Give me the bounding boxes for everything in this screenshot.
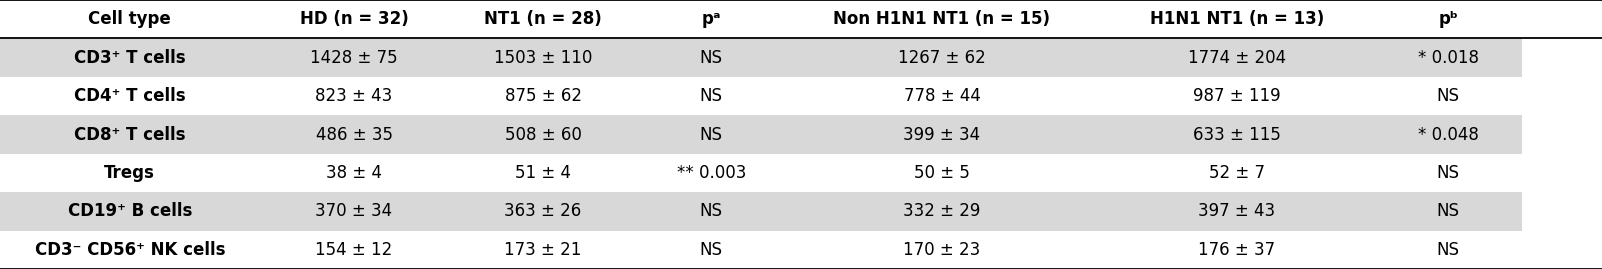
Text: CD8⁺ T cells: CD8⁺ T cells	[74, 126, 186, 143]
Text: pᵃ: pᵃ	[702, 10, 721, 28]
Text: 508 ± 60: 508 ± 60	[505, 126, 582, 143]
Bar	[638, 154, 785, 192]
Text: NS: NS	[1437, 202, 1459, 220]
Bar	[785, 77, 1099, 115]
Bar	[638, 115, 785, 154]
Bar	[785, 38, 1099, 77]
Bar	[260, 154, 449, 192]
Text: 875 ± 62: 875 ± 62	[505, 87, 582, 105]
Bar	[449, 0, 638, 38]
Bar	[1375, 154, 1522, 192]
Bar	[1099, 115, 1375, 154]
Bar	[638, 38, 785, 77]
Text: Tregs: Tregs	[104, 164, 155, 182]
Text: 38 ± 4: 38 ± 4	[327, 164, 381, 182]
Text: NS: NS	[700, 202, 723, 220]
Bar	[1375, 192, 1522, 231]
Bar	[638, 231, 785, 269]
Bar	[1099, 0, 1375, 38]
Text: 1774 ± 204: 1774 ± 204	[1187, 49, 1286, 67]
Bar	[638, 192, 785, 231]
Bar	[449, 192, 638, 231]
Bar	[0, 154, 260, 192]
Bar	[0, 38, 260, 77]
Text: 987 ± 119: 987 ± 119	[1193, 87, 1280, 105]
Bar	[0, 192, 260, 231]
Text: 363 ± 26: 363 ± 26	[505, 202, 582, 220]
Bar	[785, 115, 1099, 154]
Text: 50 ± 5: 50 ± 5	[915, 164, 969, 182]
Text: ** 0.003: ** 0.003	[676, 164, 747, 182]
Bar	[785, 0, 1099, 38]
Bar	[638, 0, 785, 38]
Text: H1N1 NT1 (n = 13): H1N1 NT1 (n = 13)	[1150, 10, 1323, 28]
Bar	[260, 231, 449, 269]
Bar	[1099, 77, 1375, 115]
Bar	[449, 77, 638, 115]
Text: CD3⁻ CD56⁺ NK cells: CD3⁻ CD56⁺ NK cells	[35, 241, 224, 259]
Text: pᵇ: pᵇ	[1439, 10, 1458, 28]
Text: * 0.048: * 0.048	[1418, 126, 1479, 143]
Text: 173 ± 21: 173 ± 21	[505, 241, 582, 259]
Text: CD3⁺ T cells: CD3⁺ T cells	[74, 49, 186, 67]
Bar	[449, 38, 638, 77]
Bar	[1375, 115, 1522, 154]
Text: Cell type: Cell type	[88, 10, 171, 28]
Text: 486 ± 35: 486 ± 35	[316, 126, 392, 143]
Bar	[260, 115, 449, 154]
Bar	[1099, 231, 1375, 269]
Bar	[260, 0, 449, 38]
Text: * 0.018: * 0.018	[1418, 49, 1479, 67]
Text: 1267 ± 62: 1267 ± 62	[899, 49, 985, 67]
Text: 399 ± 34: 399 ± 34	[904, 126, 980, 143]
Text: Non H1N1 NT1 (n = 15): Non H1N1 NT1 (n = 15)	[833, 10, 1051, 28]
Bar	[1375, 0, 1522, 38]
Text: 1503 ± 110: 1503 ± 110	[493, 49, 593, 67]
Text: 397 ± 43: 397 ± 43	[1198, 202, 1275, 220]
Text: 370 ± 34: 370 ± 34	[316, 202, 392, 220]
Text: 52 ± 7: 52 ± 7	[1210, 164, 1264, 182]
Bar	[260, 38, 449, 77]
Bar	[785, 231, 1099, 269]
Text: NS: NS	[1437, 241, 1459, 259]
Bar	[638, 77, 785, 115]
Text: 51 ± 4: 51 ± 4	[516, 164, 570, 182]
Bar	[1375, 38, 1522, 77]
Bar	[785, 154, 1099, 192]
Bar	[0, 115, 260, 154]
Text: NT1 (n = 28): NT1 (n = 28)	[484, 10, 602, 28]
Bar	[1375, 231, 1522, 269]
Bar	[0, 0, 260, 38]
Bar	[0, 77, 260, 115]
Text: NS: NS	[700, 49, 723, 67]
Bar	[0, 231, 260, 269]
Bar	[1099, 192, 1375, 231]
Bar	[260, 192, 449, 231]
Bar	[449, 154, 638, 192]
Bar	[785, 192, 1099, 231]
Bar	[1375, 77, 1522, 115]
Text: 823 ± 43: 823 ± 43	[316, 87, 392, 105]
Text: 170 ± 23: 170 ± 23	[904, 241, 980, 259]
Bar	[1099, 38, 1375, 77]
Text: NS: NS	[700, 126, 723, 143]
Text: HD (n = 32): HD (n = 32)	[300, 10, 409, 28]
Text: 176 ± 37: 176 ± 37	[1198, 241, 1275, 259]
Text: NS: NS	[1437, 87, 1459, 105]
Bar	[1099, 154, 1375, 192]
Text: 633 ± 115: 633 ± 115	[1193, 126, 1280, 143]
Text: 1428 ± 75: 1428 ± 75	[311, 49, 397, 67]
Text: CD19⁺ B cells: CD19⁺ B cells	[67, 202, 192, 220]
Text: 778 ± 44: 778 ± 44	[904, 87, 980, 105]
Text: NS: NS	[700, 87, 723, 105]
Text: 332 ± 29: 332 ± 29	[904, 202, 980, 220]
Bar	[449, 115, 638, 154]
Bar	[260, 77, 449, 115]
Text: NS: NS	[700, 241, 723, 259]
Text: NS: NS	[1437, 164, 1459, 182]
Bar	[449, 231, 638, 269]
Text: 154 ± 12: 154 ± 12	[316, 241, 392, 259]
Text: CD4⁺ T cells: CD4⁺ T cells	[74, 87, 186, 105]
